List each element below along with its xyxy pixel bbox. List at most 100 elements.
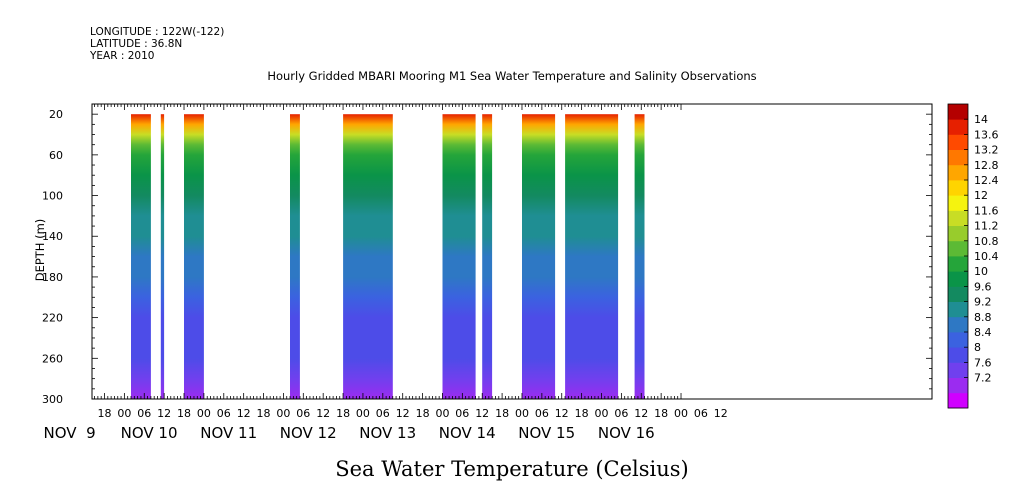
plot-frame [91, 103, 933, 400]
variable-label: Sea Water Temperature (Celsius) [335, 457, 689, 481]
x-tick-label: 18 [654, 407, 668, 420]
x-tick-label: 00 [674, 407, 688, 420]
x-tick-label: 12 [714, 407, 728, 420]
y-tick-label: 100 [42, 190, 63, 203]
colorbar-label: 11.6 [974, 204, 999, 217]
x-tick-label: 06 [217, 407, 231, 420]
x-tick-label: 00 [515, 407, 529, 420]
x-tick-label: 00 [117, 407, 131, 420]
colorbar-label: 10.8 [974, 235, 999, 248]
x-tick-label: 12 [634, 407, 648, 420]
colorbar-label: 13.2 [974, 144, 999, 157]
colorbar-swatch [948, 377, 968, 394]
x-tick-label: 12 [237, 407, 251, 420]
x-day-label: NOV 15 [518, 424, 575, 442]
x-day-label: NOV 11 [200, 424, 257, 442]
data-segment-9 [565, 114, 619, 399]
x-tick-label: 18 [177, 407, 191, 420]
colorbar-label: 7.2 [974, 372, 992, 385]
data-segment-8 [522, 114, 556, 399]
x-axis: 18 00 06 12 18 00 06 12 18 00 06 12 18 00 06 12 18 00 06 12… [44, 104, 728, 442]
x-tick-label: 18 [98, 407, 112, 420]
colorbar-swatch [948, 286, 968, 302]
colorbar-swatch [948, 180, 968, 196]
x-tick-label: 12 [396, 407, 410, 420]
colorbar-label: 13.6 [974, 128, 999, 141]
x-tick-label: 06 [376, 407, 390, 420]
x-tick-label: 00 [595, 407, 609, 420]
x-tick-label: 18 [257, 407, 271, 420]
colorbar-swatch [948, 134, 968, 150]
y-tick-label: 60 [49, 149, 63, 162]
colorbar-swatch [948, 392, 968, 409]
y-tick-label: 140 [42, 230, 63, 243]
colorbar-swatch [948, 149, 968, 166]
colorbar-swatch [948, 301, 968, 318]
data-segment-5 [343, 114, 393, 399]
x-tick-label: 06 [694, 407, 708, 420]
y-axis: 20 60 100 140 180 220 260 300 [42, 103, 932, 406]
colorbar-label: 9.6 [974, 280, 992, 293]
colorbar-label: 10 [974, 265, 988, 278]
x-tick-label: 06 [535, 407, 549, 420]
data-segment-7 [482, 114, 493, 399]
colorbar-label: 12.8 [974, 159, 999, 172]
colorbar-label: 8.4 [974, 326, 992, 339]
data-segment-4 [290, 114, 300, 399]
colorbar-label: 12 [974, 189, 988, 202]
colorbar-label: 12.4 [974, 174, 999, 187]
colorbar-label: 11.2 [974, 220, 999, 233]
colorbar: 14 13.6 13.2 12.8 12.4 12 11.6 11.2 10.8 10.4 10 9.… [947, 103, 999, 409]
x-tick-label: 00 [276, 407, 290, 420]
colorbar-swatch [948, 256, 968, 272]
colorbar-swatch [948, 316, 968, 333]
colorbar-label: 9.2 [974, 296, 992, 309]
y-tick-label: 220 [42, 312, 63, 325]
data-segment-6 [442, 114, 476, 399]
x-day-label: NOV 16 [598, 424, 655, 442]
data-segment-10 [634, 114, 645, 399]
y-tick-label: 300 [42, 393, 63, 406]
colorbar-swatch [948, 210, 968, 226]
x-tick-label: 18 [416, 407, 430, 420]
x-tick-label: 12 [316, 407, 330, 420]
data-layer [131, 114, 645, 399]
y-axis-label: DEPTH (m) [33, 219, 47, 282]
x-day-label: NOV 12 [280, 424, 337, 442]
y-tick-label: 20 [49, 108, 63, 121]
x-tick-label: 18 [336, 407, 350, 420]
colorbar-label: 10.4 [974, 250, 999, 263]
x-day-label: NOV 9 [44, 424, 96, 442]
x-tick-label: 12 [475, 407, 489, 420]
x-tick-label: 00 [436, 407, 450, 420]
colorbar-swatch [948, 195, 968, 211]
x-tick-label: 06 [137, 407, 151, 420]
y-tick-label: 260 [42, 352, 63, 365]
colorbar-swatch [948, 240, 968, 257]
colorbar-label: 8 [974, 341, 981, 354]
year-label: YEAR : 2010 [89, 50, 154, 62]
x-tick-label: 06 [296, 407, 310, 420]
x-tick-label: 00 [197, 407, 211, 420]
colorbar-swatch [948, 347, 968, 363]
x-tick-label: 06 [455, 407, 469, 420]
colorbar-swatch [948, 362, 968, 378]
data-segment-1 [131, 114, 151, 399]
data-segment-2 [160, 114, 165, 399]
x-day-label: NOV 13 [359, 424, 416, 442]
y-tick-label: 180 [42, 271, 63, 284]
x-day-label: NOV 10 [121, 424, 178, 442]
colorbar-swatch [948, 332, 968, 348]
colorbar-label: 8.8 [974, 311, 992, 324]
x-tick-label: 06 [614, 407, 628, 420]
chart-title: Hourly Gridded MBARI Mooring M1 Sea Wate… [267, 69, 756, 83]
longitude-label: LONGITUDE : 122W(-122) [90, 26, 224, 38]
x-tick-label: 00 [356, 407, 370, 420]
x-tick-label: 12 [555, 407, 569, 420]
x-tick-label: 12 [157, 407, 171, 420]
latitude-label: LATITUDE : 36.8N [90, 38, 182, 50]
colorbar-swatch [948, 104, 968, 120]
colorbar-swatch [948, 119, 968, 135]
colorbar-label: 14 [974, 113, 988, 126]
